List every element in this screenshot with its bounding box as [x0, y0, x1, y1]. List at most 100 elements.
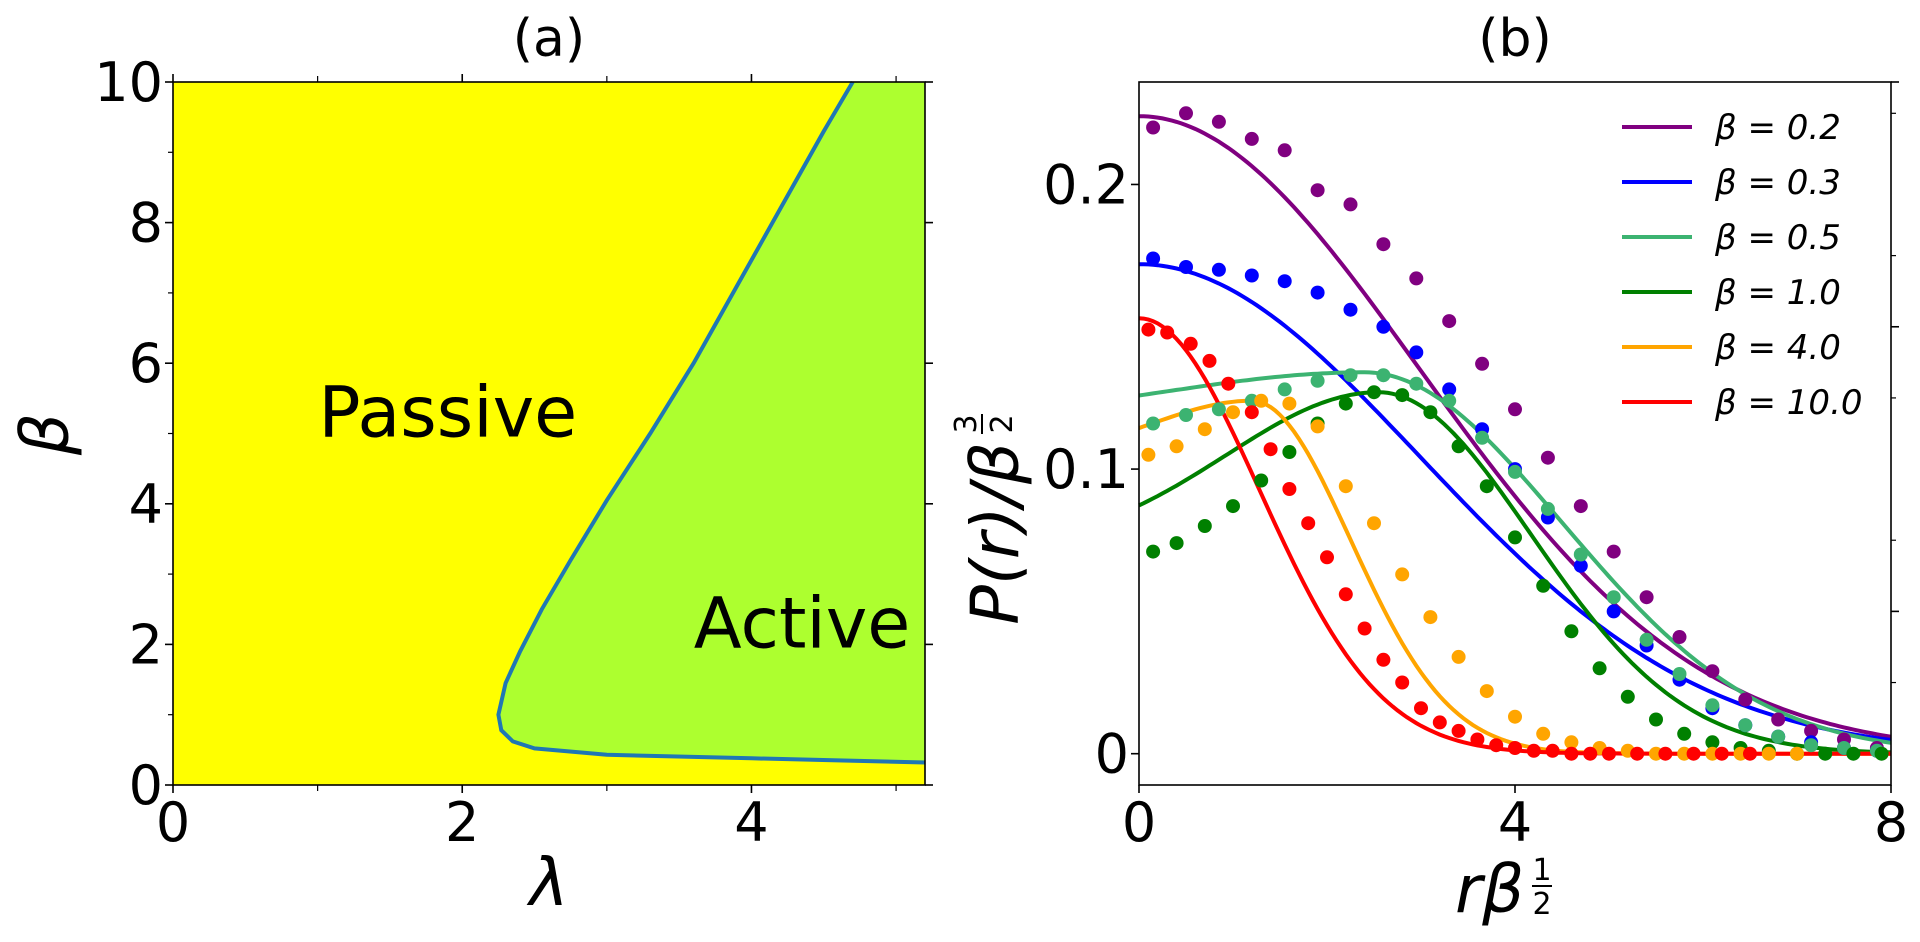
svg-text:2: 2 [1532, 887, 1551, 922]
phase-diagram-x-label: λ [526, 844, 568, 921]
y-tick-label: 0 [129, 754, 163, 817]
data-point [1211, 402, 1226, 417]
data-point [1686, 746, 1701, 761]
svg-text:1: 1 [1532, 853, 1551, 888]
data-point [1705, 735, 1720, 750]
data-point [1254, 393, 1269, 408]
data-point [1564, 746, 1579, 761]
data-point [1310, 183, 1325, 198]
data-point [1277, 143, 1292, 158]
phase-diagram-y-label: β [7, 413, 84, 456]
data-point [1630, 746, 1645, 761]
data-point [1367, 516, 1381, 531]
x-tick-label: 2 [445, 791, 479, 854]
x-tick-label: 4 [734, 791, 768, 854]
data-point [1409, 271, 1424, 286]
data-point [1804, 738, 1819, 753]
phase-diagram-panel: (a) Passive Active 0 2 4 0 2 4 6 8 10 λ β [7, 9, 933, 921]
data-point [1475, 356, 1490, 371]
data-point [1146, 544, 1161, 559]
data-point [1451, 649, 1466, 664]
data-point [1606, 544, 1621, 559]
data-point [1282, 396, 1297, 411]
data-point [1211, 262, 1226, 277]
data-point [1771, 729, 1786, 744]
data-point [1564, 624, 1579, 639]
data-point [1790, 746, 1804, 761]
data-point [1244, 405, 1259, 420]
series-line [1138, 370, 1892, 745]
legend-entry: β = 0.5 [1622, 218, 1841, 258]
legend-entry: β = 0.2 [1622, 108, 1841, 148]
data-point [1146, 120, 1161, 135]
data-point [1254, 473, 1269, 488]
data-point [1395, 675, 1410, 690]
legend-label: β = 0.2 [1714, 108, 1841, 148]
data-point [1442, 314, 1457, 329]
legend-label: β = 0.3 [1714, 163, 1841, 203]
data-point [1540, 450, 1555, 465]
data-point [1536, 726, 1551, 741]
data-point [1564, 735, 1579, 750]
data-point [1141, 322, 1156, 337]
data-point [1508, 402, 1522, 417]
data-point [1442, 382, 1457, 397]
data-point [1620, 689, 1635, 704]
data-point [1183, 336, 1198, 351]
data-point [1804, 723, 1819, 738]
data-point [1508, 709, 1522, 724]
pressure-points [1141, 106, 1889, 761]
data-point [1376, 652, 1391, 667]
data-point [1301, 516, 1316, 531]
y-tick-label: 10 [94, 51, 163, 114]
data-point [1705, 698, 1720, 713]
data-point [1395, 567, 1410, 582]
data-point [1357, 621, 1372, 636]
svg-text:3: 3 [949, 414, 984, 433]
phase-diagram-plot-area [173, 80, 926, 785]
data-point [1310, 373, 1325, 388]
legend-entry: β = 1.0 [1622, 273, 1841, 313]
data-point [1226, 499, 1240, 514]
data-point [1606, 604, 1621, 619]
data-point [1432, 715, 1447, 730]
data-point [1367, 385, 1381, 400]
data-point [1244, 268, 1259, 283]
data-point [1169, 536, 1184, 551]
data-point [1771, 712, 1786, 727]
panel-a-title: (a) [513, 9, 585, 69]
legend-entry: β = 10.0 [1622, 383, 1863, 423]
data-point [1202, 353, 1217, 368]
data-point [1738, 692, 1753, 707]
y-tick-label: 0 [1095, 723, 1129, 786]
data-point [1508, 530, 1522, 545]
data-point [1343, 368, 1358, 383]
data-point [1343, 302, 1358, 317]
data-point [1179, 260, 1193, 274]
panel-b-title: (b) [1478, 9, 1552, 69]
pressure-y-ticks: 0 0.1 0.2 [1043, 153, 1139, 786]
data-point [1526, 743, 1541, 758]
data-point [1545, 743, 1560, 758]
pressure-curves [1138, 114, 1892, 756]
data-point [1573, 547, 1588, 562]
data-point [1179, 106, 1193, 121]
passive-region-label: Passive [318, 371, 577, 453]
data-point [1409, 345, 1424, 360]
phase-diagram-y-ticks: 0 2 4 6 8 10 [94, 51, 933, 817]
data-point [1705, 664, 1720, 679]
data-point [1536, 578, 1551, 593]
data-point [1573, 499, 1588, 514]
data-point [1423, 610, 1438, 625]
active-region-label: Active [694, 582, 911, 664]
data-point [1874, 746, 1889, 761]
data-point [1451, 439, 1466, 454]
data-point [1141, 447, 1156, 462]
data-point [1221, 376, 1236, 391]
data-point [1818, 746, 1833, 761]
data-point [1343, 197, 1358, 212]
data-point [1320, 550, 1334, 565]
y-tick-label: 0.1 [1043, 438, 1129, 501]
y-tick-label: 4 [129, 473, 163, 536]
data-point [1583, 746, 1598, 761]
